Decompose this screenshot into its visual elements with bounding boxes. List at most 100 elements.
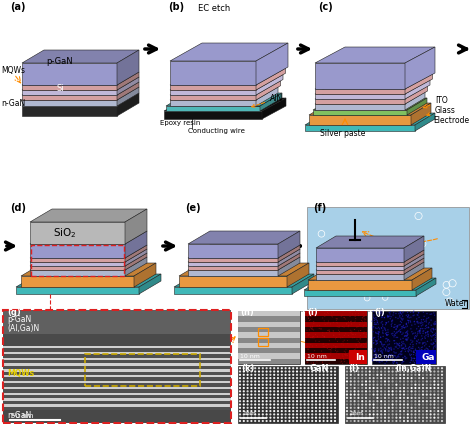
Circle shape [435,346,437,348]
Circle shape [243,393,245,396]
Text: 50 nm: 50 nm [11,413,33,418]
Circle shape [426,413,428,416]
Circle shape [392,360,393,361]
Circle shape [384,420,386,422]
Bar [3,381,231,383]
Circle shape [391,326,392,327]
Circle shape [410,328,411,329]
Circle shape [350,400,352,402]
Text: GaN: GaN [310,364,329,373]
Circle shape [388,347,390,348]
Circle shape [390,347,392,348]
Circle shape [405,346,406,347]
Circle shape [335,338,336,339]
Circle shape [388,371,390,373]
Circle shape [322,393,325,396]
Circle shape [250,387,253,389]
Circle shape [375,344,377,345]
Circle shape [373,342,374,343]
Polygon shape [404,250,424,266]
Circle shape [322,420,325,422]
Circle shape [380,337,381,338]
Circle shape [430,362,432,363]
Circle shape [361,371,363,373]
Circle shape [357,371,359,373]
Polygon shape [407,98,427,115]
Bar [305,332,367,338]
Circle shape [334,377,336,379]
Circle shape [377,324,379,325]
Circle shape [388,380,390,382]
Circle shape [365,377,367,379]
Circle shape [288,387,291,389]
Circle shape [339,334,340,335]
Circle shape [345,318,346,320]
Circle shape [418,393,420,396]
Bar [305,338,367,343]
Circle shape [412,360,414,362]
Circle shape [407,316,409,318]
Circle shape [319,325,320,326]
Circle shape [429,390,432,392]
Circle shape [374,320,375,321]
Circle shape [389,348,391,349]
Circle shape [250,380,253,382]
Circle shape [254,367,256,369]
Circle shape [363,333,364,334]
Circle shape [415,349,416,350]
Circle shape [399,407,401,409]
Circle shape [407,326,408,327]
Circle shape [281,380,283,382]
Text: (b): (b) [168,2,184,12]
Circle shape [296,413,298,416]
Circle shape [357,410,359,412]
Circle shape [277,374,279,376]
Circle shape [394,346,396,348]
Circle shape [431,313,432,315]
Circle shape [365,311,366,312]
Circle shape [410,355,411,356]
Circle shape [391,324,392,326]
Circle shape [380,351,382,352]
Circle shape [377,322,378,323]
Circle shape [326,380,328,382]
Text: 10 nm: 10 nm [374,354,394,359]
Polygon shape [22,72,139,85]
Circle shape [398,324,400,326]
Circle shape [382,346,383,347]
Circle shape [426,390,428,392]
Circle shape [307,367,310,369]
Circle shape [354,403,356,406]
Circle shape [376,420,379,422]
Circle shape [348,335,349,336]
Circle shape [426,387,428,389]
Circle shape [329,340,330,341]
Circle shape [239,393,241,396]
Circle shape [408,349,410,351]
Circle shape [258,397,260,399]
Polygon shape [316,236,424,248]
Circle shape [361,320,362,321]
Circle shape [375,317,377,318]
Circle shape [418,390,420,392]
Circle shape [425,328,426,329]
Bar [416,350,436,364]
Circle shape [433,410,436,412]
Circle shape [410,357,412,358]
Circle shape [376,384,379,386]
Polygon shape [22,93,139,106]
Circle shape [406,315,407,316]
Circle shape [419,333,421,334]
Circle shape [334,397,336,399]
Circle shape [392,417,394,419]
Circle shape [410,343,411,345]
Circle shape [375,355,377,357]
Circle shape [284,380,287,382]
Circle shape [383,349,384,351]
Circle shape [377,356,378,357]
Circle shape [425,352,426,353]
Circle shape [423,315,425,317]
Circle shape [357,390,359,392]
Circle shape [373,367,375,369]
Polygon shape [22,100,117,106]
